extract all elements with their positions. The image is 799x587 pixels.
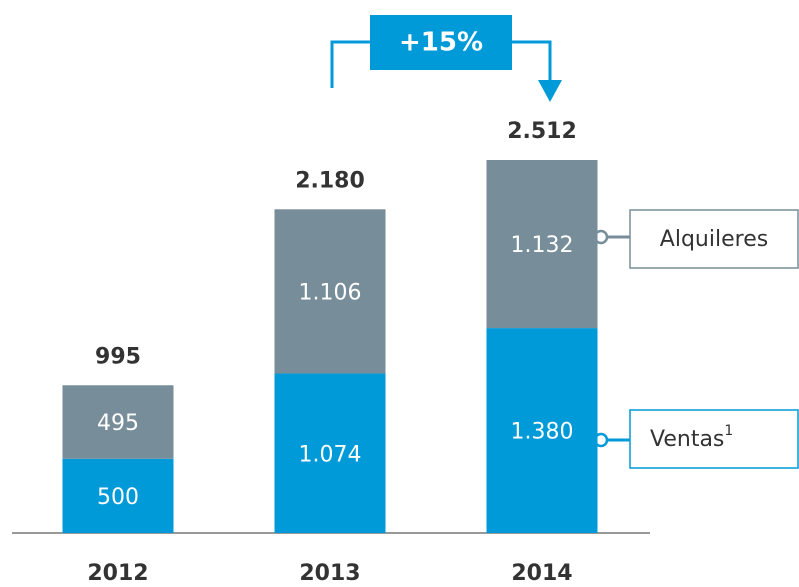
legend-box (629, 409, 799, 469)
segment-label: 1.106 (299, 280, 362, 305)
bar-segment (274, 373, 386, 533)
segment-label: 500 (97, 485, 139, 510)
annotation-box (370, 15, 512, 70)
bar-segment (274, 209, 386, 374)
segment-label: 1.380 (511, 420, 574, 445)
bar-segment (62, 458, 174, 533)
segment-label: 1.074 (299, 442, 362, 467)
annotation: +15% (399, 28, 483, 58)
legend-label: Alquileres (660, 227, 768, 252)
legend-ventas: Ventas1 (593, 409, 799, 469)
bar-segment (486, 160, 598, 329)
legend-alquileres: Alquileres (593, 209, 799, 269)
arrow-start (330, 40, 370, 88)
arrow-head (538, 80, 562, 102)
total-label: 2.512 (507, 119, 577, 144)
bar-segment (62, 385, 174, 459)
x-tick-label: 2014 (511, 561, 572, 586)
total-label: 995 (95, 344, 141, 369)
legend-superscript: 1 (724, 423, 733, 439)
growth-arrow (330, 40, 552, 88)
total-label: 2.180 (295, 168, 365, 193)
legend-box (629, 209, 799, 269)
x-tick-label: 2012 (87, 561, 148, 586)
segment-label: 495 (97, 411, 139, 436)
legend-label: Ventas1 (650, 423, 733, 452)
segment-label: 1.132 (511, 233, 574, 258)
bar-segment (486, 328, 598, 533)
x-tick-label: 2013 (299, 561, 360, 586)
legend-name: Ventas (650, 427, 724, 452)
arrow-end (512, 40, 552, 82)
